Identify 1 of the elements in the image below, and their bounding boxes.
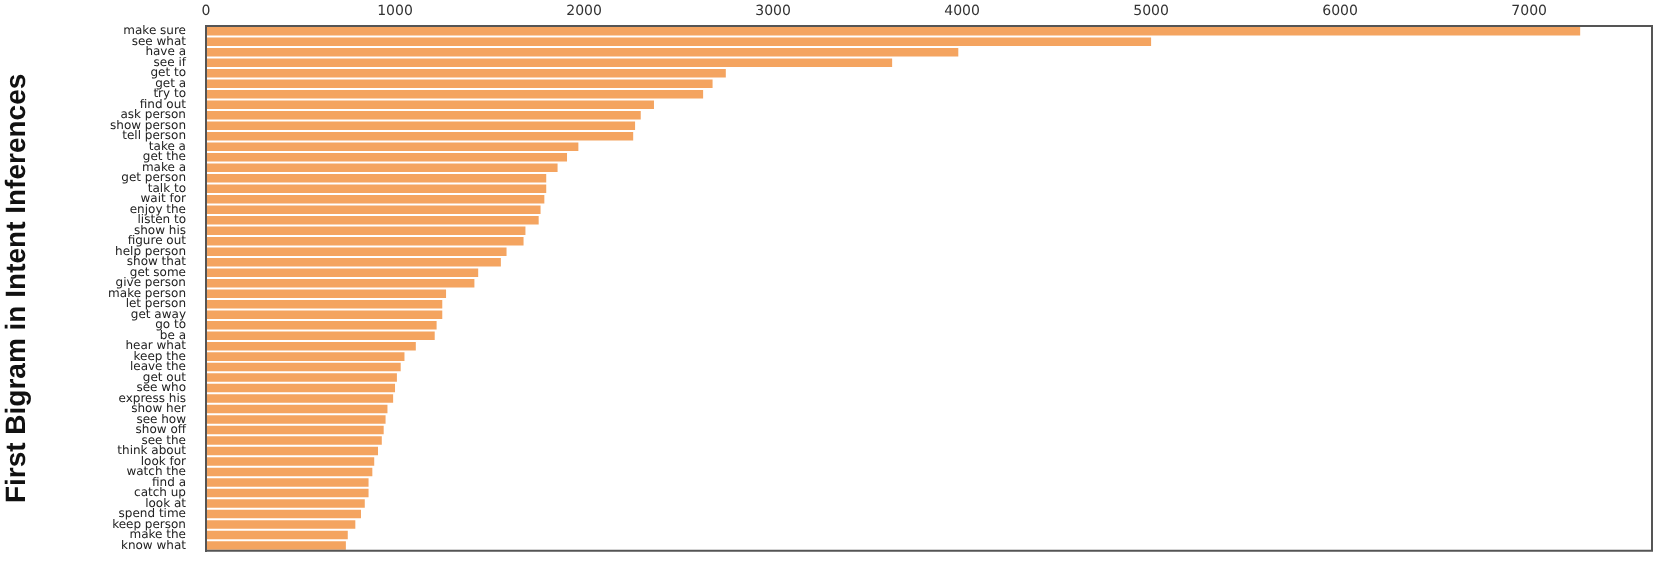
y-axis-title: First Bigram in Intent Inferences: [0, 73, 31, 504]
